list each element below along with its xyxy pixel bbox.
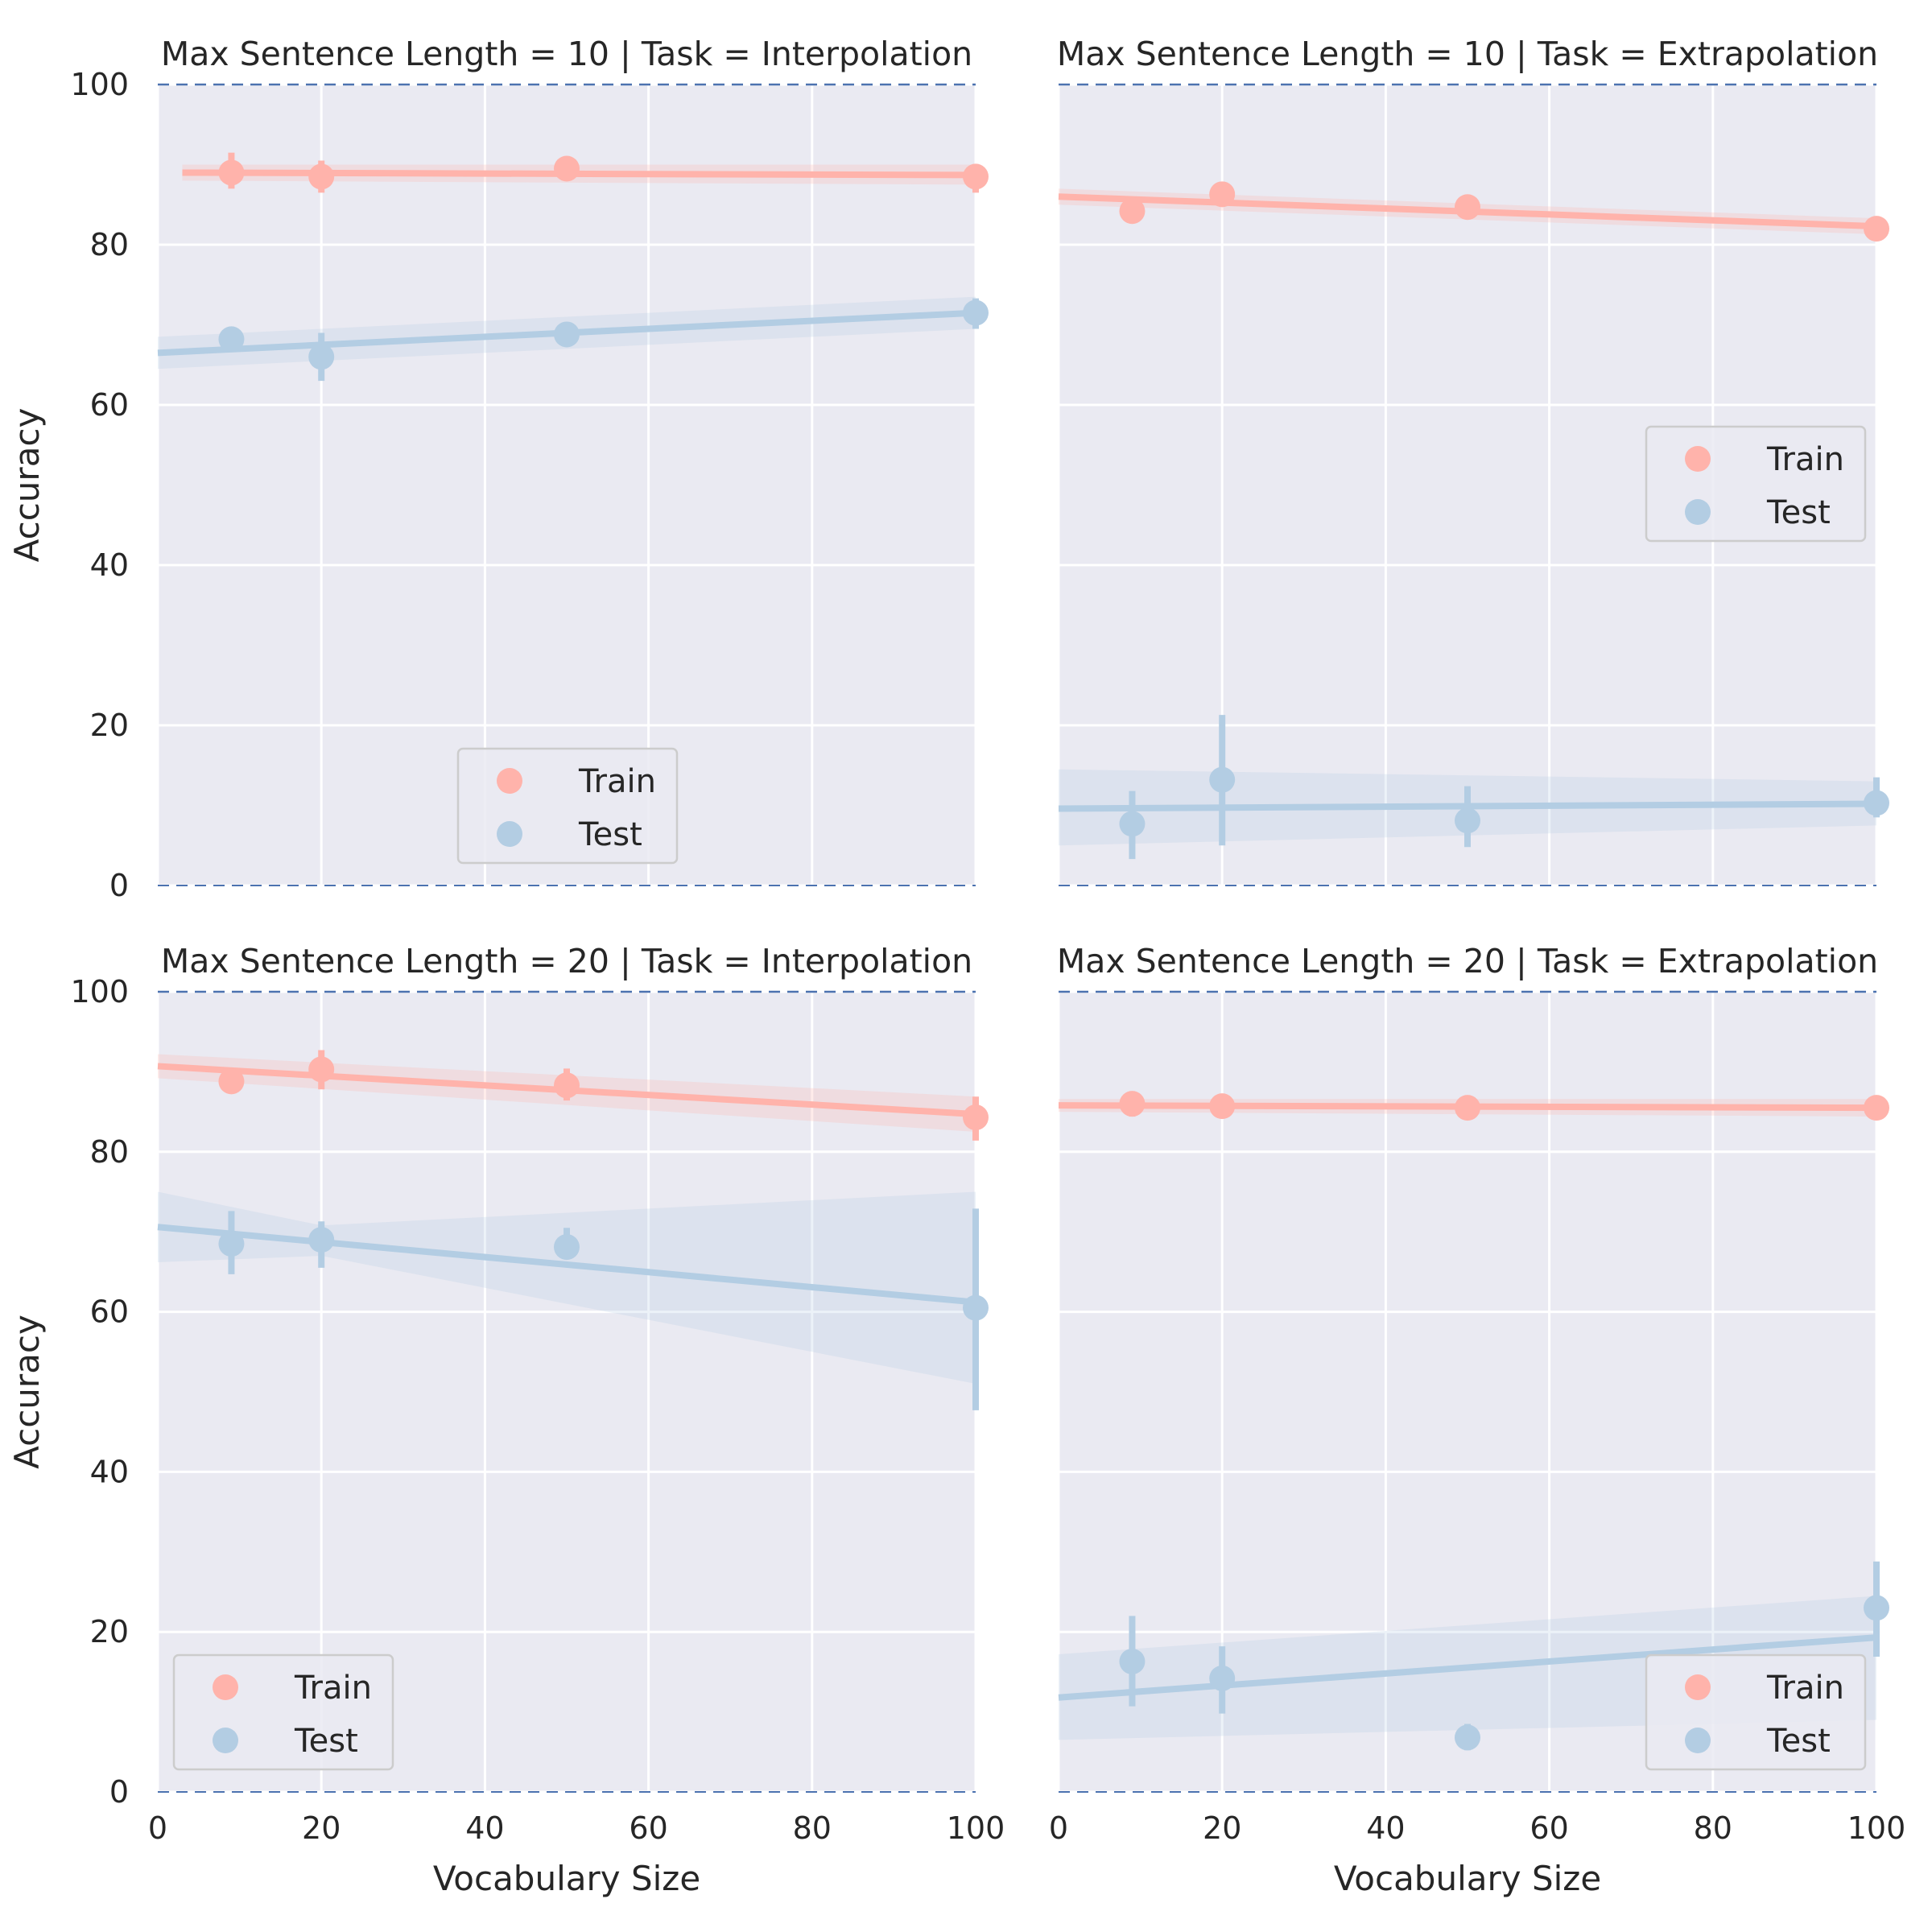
test-data-point: [554, 321, 580, 348]
x-tick-label: 0: [148, 1810, 167, 1846]
x-axis-label: Vocabulary Size: [1334, 1859, 1601, 1898]
test-data-point: [1209, 766, 1236, 793]
y-tick-label: 40: [90, 547, 129, 583]
panel-4: Max Sentence Length = 20 | Task = Extrap…: [1049, 942, 1905, 1898]
x-tick-label: 20: [1203, 1810, 1241, 1846]
test-data-point: [554, 1234, 580, 1261]
y-tick-label: 80: [90, 1134, 129, 1170]
legend-marker-test: [1685, 1728, 1711, 1753]
train-data-point: [554, 1072, 580, 1099]
x-axis-label: Vocabulary Size: [433, 1859, 700, 1898]
legend: Train Test: [1645, 425, 1867, 543]
test-confidence-band: [158, 1191, 976, 1385]
test-data-point: [218, 1231, 245, 1257]
train-data-point: [1209, 181, 1236, 208]
test-data-point: [1209, 1665, 1236, 1691]
legend-label-train: Train: [578, 763, 656, 800]
panel-title: Max Sentence Length = 10 | Task = Interp…: [161, 35, 972, 73]
x-tick-label: 20: [302, 1810, 341, 1846]
legend-marker-train: [1685, 1674, 1711, 1700]
train-data-point: [1455, 194, 1480, 221]
train-data-point: [1455, 1095, 1480, 1121]
legend: Train Test: [456, 747, 679, 865]
test-data-point: [1864, 790, 1889, 816]
train-data-point: [963, 163, 989, 190]
x-tick-label: 100: [947, 1810, 1005, 1846]
y-axis-label: Accuracy: [7, 1315, 47, 1469]
x-tick-label: 40: [465, 1810, 504, 1846]
x-tick-label: 40: [1366, 1810, 1405, 1846]
test-data-point: [1864, 1595, 1889, 1621]
y-tick-label: 0: [109, 868, 129, 903]
x-tick-label: 0: [1049, 1810, 1068, 1846]
test-data-point: [218, 326, 245, 353]
legend-marker-test: [497, 821, 522, 847]
legend-label-train: Train: [294, 1670, 372, 1707]
test-data-point: [308, 344, 335, 370]
panel-title: Max Sentence Length = 10 | Task = Extrap…: [1057, 35, 1878, 73]
test-regression-line: [157, 1224, 976, 1306]
legend: Train Test: [1645, 1653, 1867, 1771]
train-data-point: [1864, 216, 1889, 242]
panel-1: Max Sentence Length = 10 | Task = Interp…: [7, 35, 989, 903]
x-tick-label: 80: [793, 1810, 832, 1846]
panel-title: Max Sentence Length = 20 | Task = Extrap…: [1057, 942, 1878, 980]
train-data-point: [1119, 198, 1146, 225]
legend-marker-train: [213, 1674, 238, 1700]
train-data-point: [1864, 1095, 1889, 1121]
y-tick-label: 60: [90, 1294, 129, 1330]
legend-label-train: Train: [1766, 1670, 1844, 1707]
test-data-point: [1119, 1648, 1146, 1674]
x-tick-label: 60: [629, 1810, 667, 1846]
test-data-point: [1455, 807, 1480, 834]
test-data-point: [963, 299, 989, 326]
panel-title: Max Sentence Length = 20 | Task = Interp…: [161, 942, 972, 980]
train-data-point: [963, 1104, 989, 1131]
x-tick-label: 100: [1847, 1810, 1906, 1846]
train-data-point: [1119, 1091, 1146, 1117]
y-tick-label: 20: [90, 1614, 129, 1649]
legend-label-train: Train: [1766, 441, 1844, 478]
train-data-point: [218, 159, 245, 186]
y-tick-label: 100: [70, 974, 129, 1009]
legend-label-test: Test: [578, 816, 642, 853]
panel-3: Max Sentence Length = 20 | Task = Interp…: [7, 942, 1005, 1898]
train-data-point: [308, 163, 335, 190]
legend-marker-train: [1685, 446, 1711, 472]
legend: Train Test: [172, 1653, 394, 1771]
legend-label-test: Test: [1766, 1723, 1831, 1760]
test-regression-line: [1058, 1634, 1877, 1701]
test-data-point: [308, 1227, 335, 1253]
train-data-point: [308, 1056, 335, 1083]
panel-2: Max Sentence Length = 10 | Task = Extrap…: [1057, 35, 1889, 887]
train-regression-line: [182, 169, 976, 179]
train-data-point: [554, 155, 580, 182]
y-tick-label: 20: [90, 708, 129, 743]
train-data-point: [1209, 1093, 1236, 1120]
test-data-point: [1455, 1724, 1480, 1751]
legend-marker-train: [497, 768, 522, 794]
y-tick-label: 100: [70, 67, 129, 102]
test-data-point: [1119, 811, 1146, 837]
y-tick-label: 60: [90, 387, 129, 423]
x-tick-label: 60: [1530, 1810, 1568, 1846]
y-tick-label: 40: [90, 1454, 129, 1489]
legend-marker-test: [213, 1728, 238, 1753]
test-data-point: [963, 1294, 989, 1321]
legend-marker-test: [1685, 499, 1711, 525]
y-axis-label: Accuracy: [7, 408, 47, 563]
x-tick-label: 80: [1694, 1810, 1732, 1846]
legend-label-test: Test: [294, 1723, 358, 1760]
train-data-point: [218, 1068, 245, 1095]
legend-label-test: Test: [1766, 494, 1831, 531]
y-tick-label: 0: [109, 1774, 129, 1810]
y-tick-label: 80: [90, 227, 129, 262]
